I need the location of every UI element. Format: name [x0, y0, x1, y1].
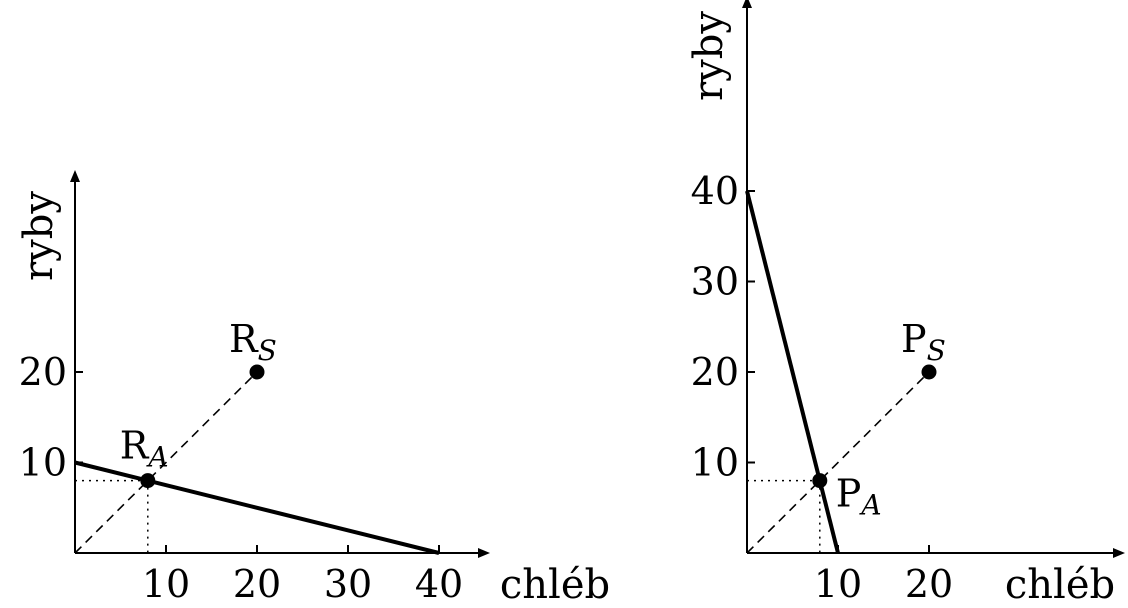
y-tick-label: 20 — [19, 350, 67, 394]
series-solid-line — [74, 460, 440, 555]
x-tick-label: 20 — [905, 562, 953, 606]
y-tick-label: 10 — [19, 441, 67, 485]
chart-right: 10 20 10 20 30 40 PS PA chléb ryby — [686, 0, 1125, 608]
x-tick-label: 10 — [814, 562, 862, 606]
point-label: RS — [229, 317, 277, 367]
x-tick-label: 30 — [324, 562, 372, 606]
y-tick-label: 30 — [691, 260, 739, 304]
y-axis-arrow — [742, 0, 752, 8]
data-point — [249, 364, 265, 380]
x-tick-label: 40 — [415, 562, 463, 606]
x-axis-arrow — [478, 548, 490, 558]
y-tick-label: 40 — [691, 169, 739, 213]
x-axis-arrow — [1113, 548, 1125, 558]
point-label: PA — [836, 472, 882, 522]
y-axis-label: ryby — [686, 11, 732, 101]
x-axis-label: chléb — [500, 562, 610, 608]
chart-left: 10 20 30 40 10 20 RS RA chléb ryby — [16, 170, 610, 608]
y-axis-arrow — [70, 170, 80, 182]
series-dashed-line — [746, 371, 930, 554]
data-point — [140, 473, 156, 489]
y-tick-label: 10 — [691, 441, 739, 485]
data-point — [921, 364, 937, 380]
series-dashed-line — [74, 371, 258, 554]
data-point — [812, 473, 828, 489]
y-axis-label: ryby — [16, 191, 62, 281]
series-solid-line — [745, 190, 840, 554]
point-label: PS — [901, 317, 946, 367]
x-axis-label: chléb — [1005, 562, 1115, 608]
x-tick-label: 20 — [233, 562, 281, 606]
point-label: RA — [120, 424, 169, 474]
x-tick-label: 10 — [142, 562, 190, 606]
y-tick-label: 20 — [691, 350, 739, 394]
